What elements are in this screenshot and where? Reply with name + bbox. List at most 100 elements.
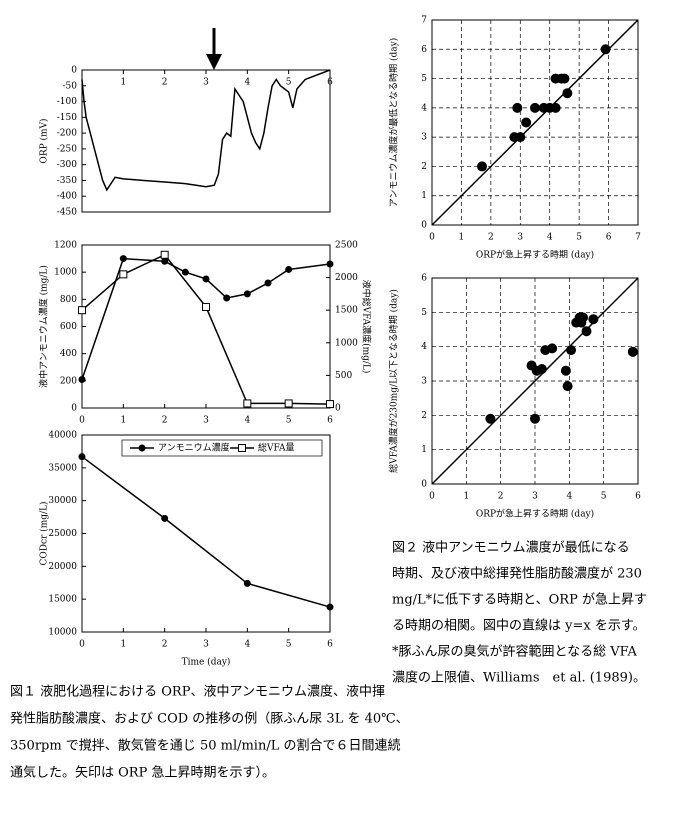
y-tick-label: 1 — [421, 191, 427, 201]
data-point — [243, 290, 251, 298]
y-tick-label: -150 — [57, 113, 77, 123]
x-tick-label: 2 — [162, 78, 168, 88]
data-point — [547, 343, 558, 354]
x-tick-label: 3 — [203, 78, 209, 88]
y-tick-label: 6 — [421, 274, 427, 284]
y-tick-label: 0 — [421, 480, 427, 490]
y-axis-label: アンモニウム濃度が最低となる時期 (day) — [388, 38, 400, 207]
x-tick-label: 1 — [120, 640, 126, 650]
x-tick-label: 3 — [517, 233, 523, 243]
y-tick-label: 200 — [60, 376, 77, 386]
y-tick-label: 4 — [421, 103, 427, 113]
data-point — [78, 375, 86, 383]
y-tick-label: 25000 — [48, 529, 77, 539]
data-point — [119, 270, 128, 279]
data-point — [562, 381, 573, 392]
y2-tick-label: 1000 — [335, 338, 358, 348]
figure-caption: 図１ 液肥化過程における ORP、液中アンモニウム濃度、液中揮 — [10, 684, 385, 700]
x-tick-label: 4 — [244, 78, 250, 88]
y-tick-label: 0 — [71, 66, 77, 76]
data-point — [536, 363, 547, 374]
data-point — [161, 514, 169, 522]
legend-label: アンモニウム濃度 — [158, 442, 230, 454]
data-point — [181, 268, 189, 276]
y-tick-label: 10000 — [48, 628, 77, 638]
data-point — [550, 102, 561, 113]
y-tick-label: 800 — [60, 295, 77, 305]
data-point — [578, 312, 589, 323]
data-point — [78, 453, 86, 461]
y-tick-label: 3 — [421, 377, 427, 387]
data-point — [588, 314, 599, 325]
data-point — [202, 275, 210, 283]
x-tick-label: 3 — [203, 640, 209, 650]
figure-caption: 濃度の上限値、Williams et al. (1989)。 — [392, 670, 646, 686]
y2-tick-label: 1500 — [335, 306, 358, 316]
data-point — [530, 102, 540, 113]
x-tick-label: 6 — [327, 416, 333, 426]
x-tick-label: 2 — [498, 492, 504, 502]
data-point — [243, 579, 251, 587]
y-tick-label: -50 — [63, 81, 78, 91]
y-tick-label: 30000 — [48, 496, 77, 506]
plot-frame — [431, 19, 639, 226]
y-tick-label: 4 — [421, 342, 427, 352]
y-tick-label: 5 — [421, 74, 427, 84]
y-tick-label: -200 — [57, 129, 77, 139]
y-tick-label: 6 — [421, 45, 427, 55]
data-point — [160, 250, 169, 259]
data-point — [521, 117, 532, 128]
x-tick-label: 7 — [635, 233, 641, 243]
x-tick-label: 6 — [606, 233, 612, 243]
x-tick-label: 5 — [576, 233, 582, 243]
figure-caption: 時期、及び液中総揮発性脂肪酸濃度が 230 — [392, 566, 642, 582]
data-point — [560, 365, 571, 376]
x-tick-label: 3 — [203, 416, 209, 426]
y-tick-label: 5 — [421, 308, 427, 318]
reference-line — [431, 277, 639, 485]
data-point — [161, 257, 169, 265]
x-tick-label: 6 — [327, 640, 333, 650]
x-tick-label: 5 — [601, 492, 607, 502]
series-line — [81, 69, 331, 192]
figure-caption: 350rpm で撹拌、散気管を通じ 50 ml/min/L の割合で６日間連続 — [10, 738, 400, 754]
y-axis-label: 液中アンモニウム濃度 (mg/L) — [38, 265, 50, 388]
plot-frame — [81, 434, 331, 633]
legend-frame — [121, 439, 323, 457]
y-tick-label: 40000 — [48, 431, 77, 441]
data-point — [243, 399, 252, 408]
y-tick-label: -400 — [57, 192, 77, 202]
y-tick-label: 600 — [60, 322, 77, 332]
y-tick-label: -100 — [57, 97, 77, 107]
data-point — [530, 413, 540, 424]
y-tick-label: 400 — [60, 349, 77, 359]
data-point — [581, 326, 592, 337]
x-tick-label: 1 — [459, 233, 465, 243]
x-tick-label: 6 — [635, 492, 641, 502]
figure-caption: 通気した。矢印は ORP 急上昇時期を示す）。 — [10, 765, 275, 781]
series-line — [81, 257, 331, 380]
y-tick-label: 35000 — [48, 463, 77, 473]
data-point — [562, 88, 573, 99]
data-point — [78, 306, 86, 315]
figure-caption: る時期の相関。図中の直線は y=x を示す。 — [392, 618, 646, 634]
y-tick-label: 2 — [421, 162, 427, 172]
y-axis-label: ORP (mV) — [39, 118, 50, 163]
x-axis-label: Time (day) — [182, 657, 231, 668]
data-point — [223, 294, 231, 302]
data-point — [138, 444, 146, 452]
x-tick-label: 1 — [120, 416, 126, 426]
data-point — [600, 44, 611, 55]
x-tick-label: 2 — [488, 233, 494, 243]
y-tick-label: 1200 — [54, 241, 77, 251]
y-tick-label: 0 — [421, 221, 427, 231]
x-tick-label: 0 — [429, 492, 435, 502]
y-axis-label: CODcr (mg/L) — [39, 501, 50, 565]
series-line — [81, 456, 331, 608]
reference-line — [431, 19, 639, 226]
y2-tick-label: 2500 — [335, 241, 358, 251]
x-tick-label: 3 — [532, 492, 538, 502]
y-tick-label: 3 — [421, 133, 427, 143]
x-tick-label: 0 — [429, 233, 435, 243]
